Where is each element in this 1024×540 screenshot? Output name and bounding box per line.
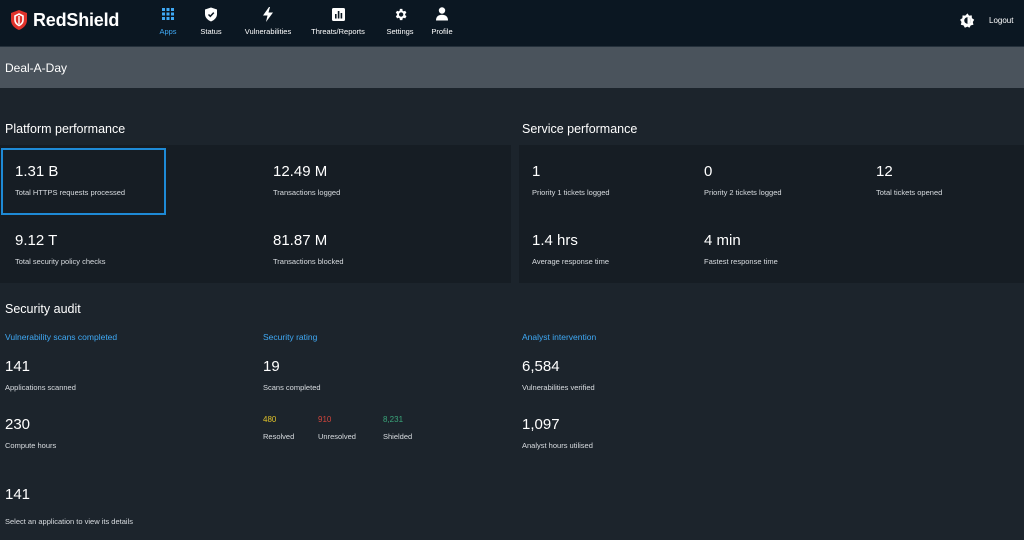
analyst-intervention-link[interactable]: Analyst intervention [522,332,597,342]
metric-value: 1,097 [522,416,560,433]
metric-value: 1 [532,163,541,180]
metric-caption: Transactions logged [273,188,341,197]
theme-toggle-icon[interactable] [959,12,976,34]
metric-caption: Total security policy checks [15,257,106,266]
unresolved-count: 910 Unresolved [318,415,356,442]
nav-apps[interactable]: Apps [150,0,186,46]
nav-status-label: Status [200,27,222,36]
metric-value: 1.4 hrs [532,232,578,249]
metric-caption: Priority 1 tickets logged [532,188,610,197]
metric-value: 81.87 M [273,232,328,249]
nav-profile[interactable]: Profile [424,0,460,46]
select-application-hint: Select an application to view its detail… [5,517,133,526]
shielded-caption: Shielded [383,432,413,441]
metric-value: 230 [5,416,31,433]
metric-caption: Applications scanned [5,383,76,392]
shield-logo-icon [11,10,27,30]
application-count-value: 141 [5,486,31,503]
platform-performance-title: Platform performance [5,122,126,136]
metric-value: 6,584 [522,358,560,375]
nav-threats-label: Threats/Reports [311,27,365,36]
service-performance-panel [519,145,1024,283]
metric-value: 9.12 T [15,232,58,249]
metric-value: 1.31 B [15,163,59,180]
nav-vulnerabilities-label: Vulnerabilities [244,27,292,36]
resolved-value: 480 [263,415,277,424]
service-performance-title: Service performance [522,122,638,136]
resolved-caption: Resolved [263,432,295,441]
user-icon [436,6,448,22]
metric-scans-completed: 19 Scans completed [263,359,321,392]
lightning-icon [263,6,273,22]
page-title: Deal-A-Day [5,61,68,75]
page-header: Deal-A-Day [0,47,1024,88]
metric-caption: Total HTTPS requests processed [15,188,126,197]
bar-chart-icon [331,6,345,22]
selected-metric-highlight[interactable] [1,148,166,215]
metric-compute-hours: 230 Compute hours [5,417,56,450]
unresolved-caption: Unresolved [318,432,356,441]
metric-caption: Analyst hours utilised [522,441,593,450]
metric-p1-tickets[interactable]: 1 Priority 1 tickets logged [532,164,610,197]
metric-caption: Fastest response time [704,257,778,266]
metric-value: 4 min [704,232,741,249]
apps-grid-icon [162,6,174,22]
metric-caption: Priority 2 tickets logged [704,188,782,197]
nav-threats-reports[interactable]: Threats/Reports [302,0,374,46]
nav-profile-label: Profile [431,27,453,36]
metric-policy-checks[interactable]: 9.12 T Total security policy checks [15,233,105,266]
logout-link[interactable]: Logout [989,16,1014,25]
metric-caption: Vulnerabilities verified [522,383,595,392]
main-nav: Apps Status Vulnerabilities [150,0,460,46]
resolved-count: 480 Resolved [263,415,295,442]
metric-total-tickets[interactable]: 12 Total tickets opened [876,164,942,197]
redshield-logo[interactable]: RedShield [9,9,119,31]
shielded-value: 8,231 [383,415,404,424]
metric-value: 19 [263,358,280,375]
metric-caption: Scans completed [263,383,321,392]
metric-value: 12.49 M [273,163,328,180]
metric-caption: Compute hours [5,441,57,450]
nav-apps-label: Apps [159,27,177,36]
metric-p2-tickets[interactable]: 0 Priority 2 tickets logged [704,164,782,197]
vulnerability-scans-link[interactable]: Vulnerability scans completed [5,332,118,342]
top-navbar: RedShield Apps Status [0,0,1024,47]
metric-value: 0 [704,163,713,180]
metric-value: 12 [876,163,893,180]
shielded-count: 8,231 Shielded [383,415,413,442]
metric-value: 141 [5,358,31,375]
application-count: 141 [5,487,30,502]
metric-caption: Total tickets opened [876,188,943,197]
shield-icon [204,6,218,22]
security-rating-link[interactable]: Security rating [263,332,318,342]
nav-vulnerabilities[interactable]: Vulnerabilities [236,0,300,46]
nav-settings[interactable]: Settings [378,0,422,46]
metric-average-response[interactable]: 1.4 hrs Average response time [532,233,609,266]
metric-caption: Transactions blocked [273,257,344,266]
metric-analyst-hours: 1,097 Analyst hours utilised [522,417,593,450]
metric-fastest-response[interactable]: 4 min Fastest response time [704,233,778,266]
brand-name: RedShield [33,9,120,30]
nav-status[interactable]: Status [190,0,232,46]
metric-caption: Average response time [532,257,609,266]
metric-vulnerabilities-verified: 6,584 Vulnerabilities verified [522,359,595,392]
nav-settings-label: Settings [386,27,414,36]
security-audit-title: Security audit [5,302,81,316]
unresolved-value: 910 [318,415,332,424]
metric-https-requests[interactable]: 1.31 B Total HTTPS requests processed [15,164,125,197]
metric-transactions-logged[interactable]: 12.49 M Transactions logged [273,164,340,197]
metric-transactions-blocked[interactable]: 81.87 M Transactions blocked [273,233,344,266]
gear-icon [393,6,408,22]
metric-applications-scanned: 141 Applications scanned [5,359,76,392]
